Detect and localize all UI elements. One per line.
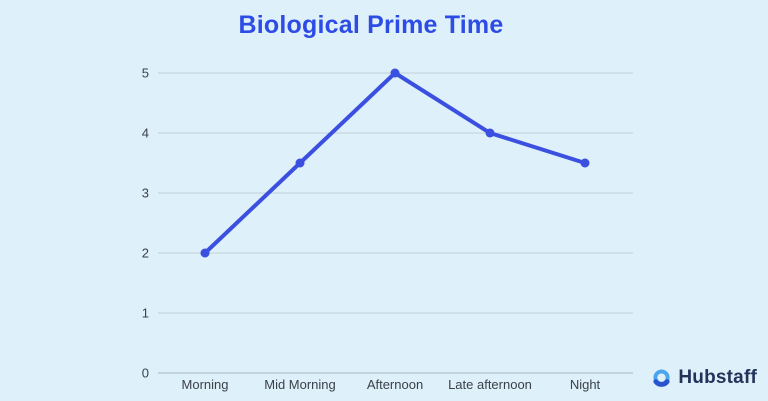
hubstaff-logo-icon <box>653 369 670 387</box>
data-point <box>390 68 400 78</box>
x-tick-label: Mid Morning <box>264 377 336 392</box>
y-tick-label: 4 <box>142 126 149 141</box>
data-point <box>295 158 305 168</box>
y-tick-label: 3 <box>142 186 149 201</box>
data-point <box>485 128 495 138</box>
x-tick-label: Night <box>570 377 601 392</box>
chart-title: Biological Prime Time <box>238 11 504 39</box>
data-point <box>580 158 590 168</box>
y-tick-label: 2 <box>142 246 149 261</box>
data-point <box>200 248 210 258</box>
data-line <box>203 71 587 255</box>
hubstaff-logo: Hubstaff <box>651 367 757 389</box>
y-tick-label: 5 <box>142 66 149 81</box>
x-tick-label: Morning <box>182 377 229 392</box>
x-tick-label: Afternoon <box>367 377 423 392</box>
y-tick-label: 0 <box>142 366 149 381</box>
y-tick-label: 1 <box>142 306 149 321</box>
x-tick-label: Late afternoon <box>448 377 532 392</box>
hubstaff-wordmark: Hubstaff <box>678 367 757 388</box>
